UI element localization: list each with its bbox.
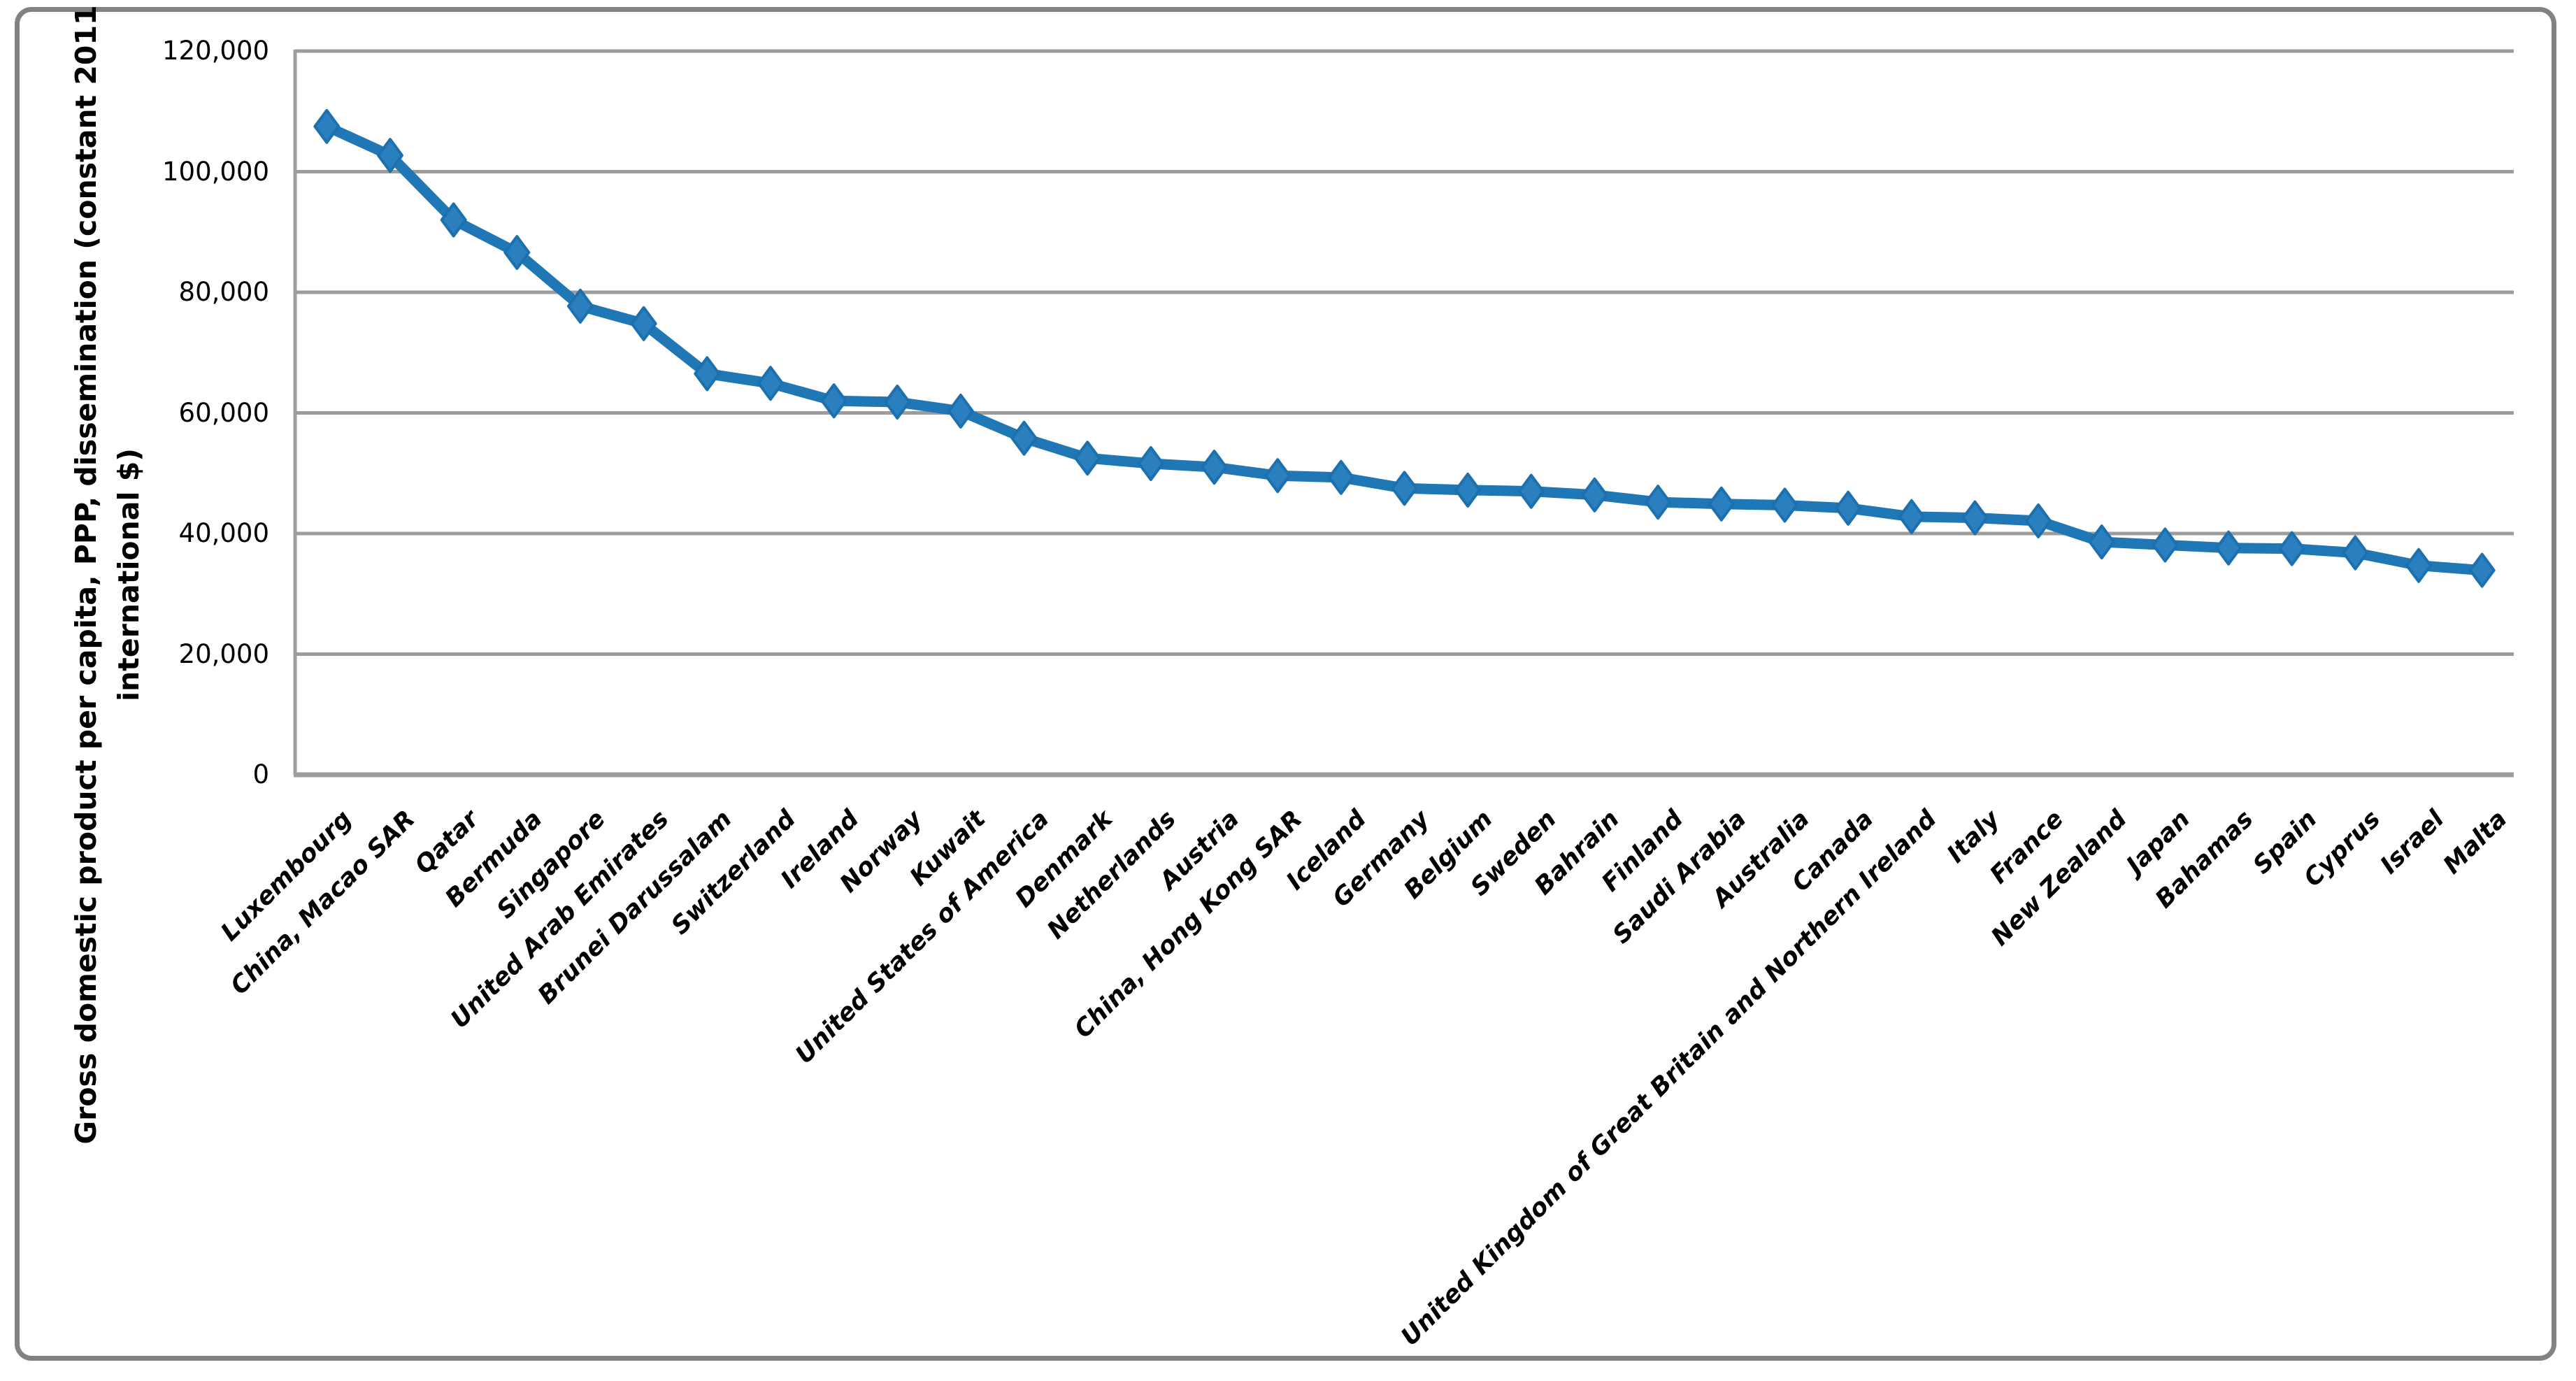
data-point-marker: [440, 202, 467, 238]
data-point-marker: [376, 138, 403, 173]
data-point-marker: [1645, 485, 1672, 520]
data-point-marker: [2025, 503, 2052, 538]
data-point-marker: [884, 384, 911, 420]
y-tick-label: 100,000: [162, 156, 269, 187]
data-point-marker: [630, 306, 657, 341]
data-point-marker: [2152, 527, 2179, 563]
data-point-marker: [2468, 552, 2496, 588]
data-point-marker: [2278, 531, 2305, 566]
data-point-marker: [1391, 471, 1418, 506]
data-point-marker: [947, 393, 974, 429]
data-point-marker: [1517, 473, 1545, 509]
y-tick-label: 40,000: [178, 518, 269, 548]
data-point-marker: [313, 108, 341, 144]
data-point-marker: [1835, 490, 1862, 526]
data-point-marker: [1264, 458, 1291, 494]
data-point-marker: [1327, 459, 1354, 495]
data-point-marker: [1454, 472, 1482, 508]
data-point-marker: [1898, 499, 1925, 534]
data-point-marker: [1074, 441, 1101, 476]
data-point-marker: [757, 366, 784, 401]
y-tick-label: 120,000: [162, 36, 269, 66]
data-point-marker: [2088, 524, 2115, 560]
data-point-marker: [1581, 477, 1608, 513]
y-tick-label: 80,000: [178, 277, 269, 307]
data-point-marker: [2215, 530, 2242, 566]
data-point-marker: [694, 356, 721, 392]
y-tick-label: 20,000: [178, 638, 269, 669]
data-point-marker: [2405, 548, 2433, 583]
data-point-marker: [2342, 535, 2369, 571]
data-point-marker: [503, 235, 531, 271]
data-point-marker: [1708, 486, 1735, 522]
y-tick-label: 60,000: [178, 397, 269, 428]
data-point-marker: [1010, 420, 1038, 456]
data-point-marker: [820, 383, 847, 419]
data-point-marker: [1201, 450, 1228, 485]
data-point-marker: [1771, 487, 1798, 523]
y-tick-label: 0: [252, 759, 269, 789]
data-point-marker: [566, 288, 594, 324]
data-point-marker: [1961, 500, 1989, 536]
data-point-marker: [1137, 445, 1164, 481]
